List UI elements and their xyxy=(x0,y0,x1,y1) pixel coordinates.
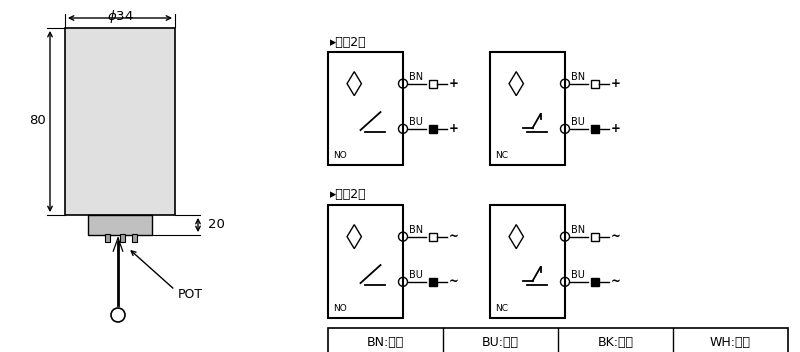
Text: 20: 20 xyxy=(208,219,225,232)
Text: BU: BU xyxy=(571,270,586,280)
Bar xyxy=(88,215,152,235)
Text: POT: POT xyxy=(178,289,203,302)
Bar xyxy=(328,52,403,165)
Text: ▸交流2线: ▸交流2线 xyxy=(330,189,366,201)
Text: BU: BU xyxy=(410,270,423,280)
Text: ▸直流2线: ▸直流2线 xyxy=(330,36,366,49)
Text: +: + xyxy=(610,122,620,135)
Bar xyxy=(590,125,598,133)
Bar xyxy=(429,125,437,133)
Text: NC: NC xyxy=(495,151,508,160)
Text: $\phi$34: $\phi$34 xyxy=(106,8,134,25)
Bar xyxy=(328,328,788,352)
Bar xyxy=(490,52,565,165)
Bar xyxy=(490,205,565,318)
Text: ~: ~ xyxy=(610,230,620,243)
Text: BN: BN xyxy=(571,225,586,235)
Bar xyxy=(590,80,598,88)
Text: NO: NO xyxy=(333,151,346,160)
Bar xyxy=(590,233,598,241)
Text: BN: BN xyxy=(410,72,424,82)
Text: BN: BN xyxy=(410,225,424,235)
Bar xyxy=(429,278,437,286)
Text: ~: ~ xyxy=(610,275,620,288)
Bar xyxy=(590,278,598,286)
Text: BN: BN xyxy=(571,72,586,82)
Text: ~: ~ xyxy=(449,230,458,243)
Text: ~: ~ xyxy=(449,275,458,288)
Text: 80: 80 xyxy=(30,114,46,127)
Bar xyxy=(120,234,125,242)
Text: BU: BU xyxy=(571,117,586,127)
Bar xyxy=(429,80,437,88)
Text: BU: BU xyxy=(410,117,423,127)
Bar xyxy=(328,205,403,318)
Text: BK:黑色: BK:黑色 xyxy=(598,337,634,350)
Text: +: + xyxy=(610,77,620,90)
Bar xyxy=(132,234,137,242)
Text: NO: NO xyxy=(333,304,346,313)
Bar xyxy=(105,234,110,242)
Text: +: + xyxy=(449,77,458,90)
Bar xyxy=(65,28,175,215)
Text: WH:白色: WH:白色 xyxy=(710,337,751,350)
Text: BU:兰色: BU:兰色 xyxy=(482,337,519,350)
Text: BN:棕色: BN:棕色 xyxy=(367,337,404,350)
Bar xyxy=(429,233,437,241)
Text: +: + xyxy=(449,122,458,135)
Text: NC: NC xyxy=(495,304,508,313)
